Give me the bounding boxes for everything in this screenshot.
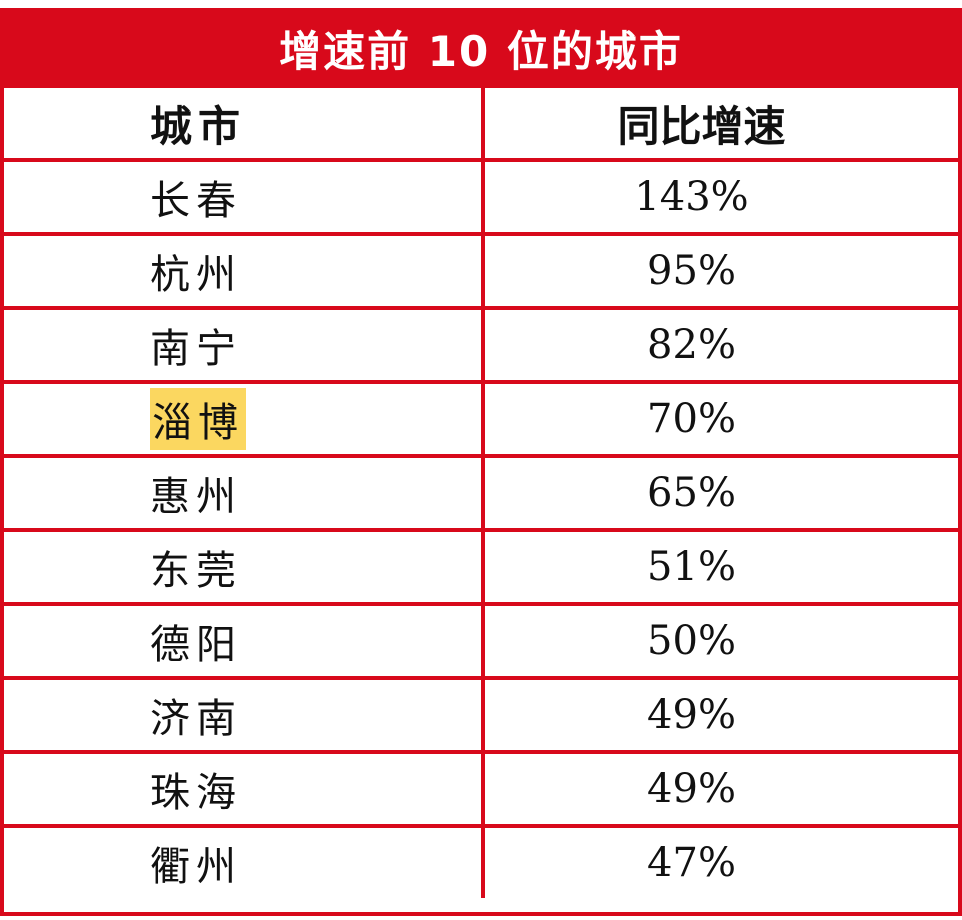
city-name: 杭州 xyxy=(150,252,242,298)
table-row: 惠州 65% xyxy=(4,454,958,528)
city-name: 长春 xyxy=(150,178,242,224)
growth-cell: 49% xyxy=(647,766,736,812)
table-header-row: 城市 同比增速 xyxy=(4,88,958,158)
growth-cell: 143% xyxy=(634,174,749,220)
table-row: 德阳 50% xyxy=(4,602,958,676)
table-row: 杭州 95% xyxy=(4,232,958,306)
table-row: 长春 143% xyxy=(4,158,958,232)
table-row: 南宁 82% xyxy=(4,306,958,380)
city-name: 南宁 xyxy=(150,326,242,372)
growth-cell: 51% xyxy=(647,544,736,590)
city-name: 济南 xyxy=(150,696,242,742)
table-title: 增速前 10 位的城市 xyxy=(4,8,958,88)
city-cell: 惠州 xyxy=(4,458,485,528)
table-row: 东莞 51% xyxy=(4,528,958,602)
growth-cell: 49% xyxy=(647,692,736,738)
city-cell: 长春 xyxy=(4,162,485,232)
growth-cell: 70% xyxy=(647,396,736,442)
growth-cell: 65% xyxy=(647,470,736,516)
growth-cell: 50% xyxy=(647,618,736,664)
city-cell: 淄博 xyxy=(4,384,485,454)
city-cell: 衢州 xyxy=(4,828,485,898)
city-cell: 德阳 xyxy=(4,606,485,676)
city-cell: 杭州 xyxy=(4,236,485,306)
city-cell: 东莞 xyxy=(4,532,485,602)
column-header-growth: 同比增速 xyxy=(617,101,786,151)
table-row: 珠海 49% xyxy=(4,750,958,824)
table-row: 淄博 70% xyxy=(4,380,958,454)
city-name: 东莞 xyxy=(150,548,242,594)
table-body: 长春 143% 杭州 95% 南宁 82% 淄博 70% 惠州 65% 东莞 51% 德阳 50% 济南 49… xyxy=(4,158,958,898)
growth-cell: 82% xyxy=(647,322,736,368)
city-name: 珠海 xyxy=(150,770,242,816)
table-row: 衢州 47% xyxy=(4,824,958,898)
table-row: 济南 49% xyxy=(4,676,958,750)
city-name: 淄博 xyxy=(150,388,246,450)
column-header-city: 城市 xyxy=(4,88,485,158)
city-name: 德阳 xyxy=(150,622,242,668)
growth-cell: 95% xyxy=(647,248,736,294)
city-cell: 南宁 xyxy=(4,310,485,380)
growth-table: 增速前 10 位的城市 城市 同比增速 长春 143% 杭州 95% 南宁 82% 淄博 70… xyxy=(0,8,962,916)
city-name: 惠州 xyxy=(150,474,242,520)
growth-cell: 47% xyxy=(647,840,736,886)
city-name: 衢州 xyxy=(150,844,242,890)
city-cell: 珠海 xyxy=(4,754,485,824)
city-cell: 济南 xyxy=(4,680,485,750)
